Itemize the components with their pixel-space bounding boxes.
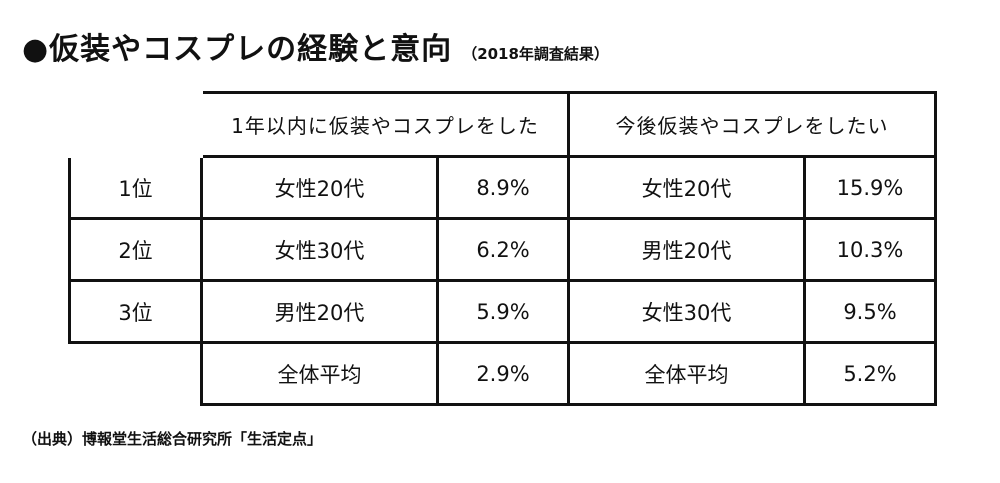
table-row: 1位 女性20代 8.9% 女性20代 15.9% bbox=[68, 155, 937, 220]
survey-table: 1年以内に仮装やコスプレをした 今後仮装やコスプレをしたい 1位 女性20代 8… bbox=[68, 91, 937, 406]
intention-group-cell: 男性20代 bbox=[567, 217, 806, 282]
table-corner bbox=[70, 93, 202, 157]
intention-group-cell: 女性30代 bbox=[567, 279, 806, 344]
intention-average-value: 5.2% bbox=[803, 341, 937, 406]
average-rank-empty bbox=[69, 341, 203, 405]
title-block: ●仮装やコスプレの経験と意向 （2018年調査結果） bbox=[22, 24, 609, 68]
table-header-row: 1年以内に仮装やコスプレをした 今後仮装やコスプレをしたい bbox=[70, 91, 937, 158]
intention-average-label: 全体平均 bbox=[567, 341, 806, 406]
page-title: ●仮装やコスプレの経験と意向 bbox=[22, 32, 453, 67]
experience-header: 1年以内に仮装やコスプレをした bbox=[200, 91, 570, 158]
intention-value-cell: 9.5% bbox=[803, 279, 937, 344]
table-row: 3位 男性20代 5.9% 女性30代 9.5% bbox=[68, 279, 937, 344]
experience-average-value: 2.9% bbox=[436, 341, 570, 406]
intention-header: 今後仮装やコスプレをしたい bbox=[567, 91, 937, 158]
intention-value-cell: 10.3% bbox=[803, 217, 937, 282]
rank-cell: 3位 bbox=[68, 279, 203, 344]
experience-group-cell: 男性20代 bbox=[200, 279, 439, 344]
rank-cell: 1位 bbox=[68, 155, 203, 220]
experience-group-cell: 女性30代 bbox=[200, 217, 439, 282]
table-row: 2位 女性30代 6.2% 男性20代 10.3% bbox=[68, 217, 937, 282]
experience-group-cell: 女性20代 bbox=[200, 155, 439, 220]
source-note: （出典）博報堂生活総合研究所「生活定点」 bbox=[22, 430, 323, 448]
experience-value-cell: 6.2% bbox=[436, 217, 570, 282]
rank-cell: 2位 bbox=[68, 217, 203, 282]
experience-average-label: 全体平均 bbox=[200, 341, 439, 406]
experience-value-cell: 8.9% bbox=[436, 155, 570, 220]
experience-value-cell: 5.9% bbox=[436, 279, 570, 344]
page-subtitle: （2018年調査結果） bbox=[462, 45, 609, 63]
intention-group-cell: 女性20代 bbox=[567, 155, 806, 220]
intention-value-cell: 15.9% bbox=[803, 155, 937, 220]
average-row: 全体平均 2.9% 全体平均 5.2% bbox=[69, 341, 937, 406]
